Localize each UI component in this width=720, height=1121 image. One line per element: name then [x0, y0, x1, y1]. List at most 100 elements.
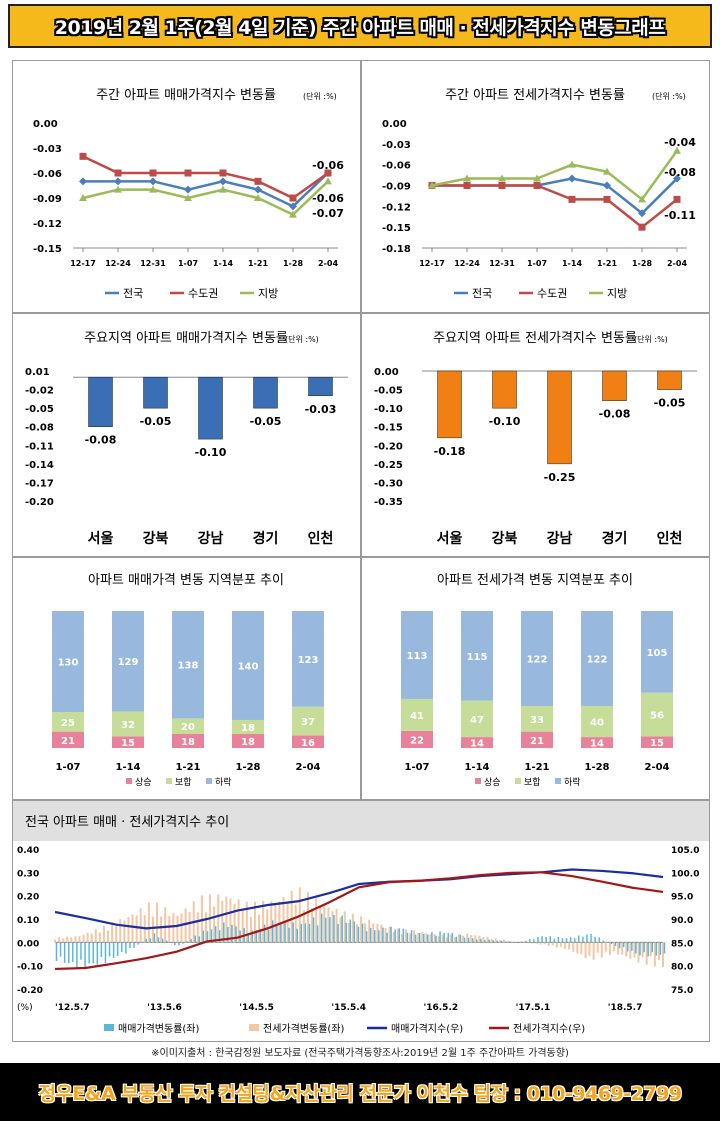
data-point — [463, 182, 471, 189]
chart-title: 전국 아파트 매매 · 전세가격지수 추이 — [25, 815, 229, 830]
legend-label: 지방 — [607, 287, 627, 300]
series-line-1 — [82, 155, 329, 200]
data-point — [638, 195, 646, 203]
data-point — [568, 195, 576, 203]
y-tick-label: -0.15 — [33, 244, 62, 255]
segment-label: 41 — [410, 711, 424, 722]
chart-title: 주간 아파트 매매가격지수 변동률 — [96, 88, 276, 103]
y-tick-label: -0.02 — [25, 386, 54, 397]
y-tick-label: -0.35 — [374, 497, 403, 508]
legend-label: 전세가격변동률(좌) — [263, 1022, 345, 1035]
y-tick-label: -0.03 — [33, 144, 62, 155]
segment-label: 47 — [470, 715, 484, 726]
segment-label: 21 — [61, 736, 75, 747]
y-right-tick-label: 85.0 — [671, 939, 693, 949]
title-banner: 2019년 2월 1주(2월 4일 기준) 주간 아파트 매매 · 전세가격지수… — [0, 0, 720, 52]
category-label: 강북 — [492, 530, 518, 547]
x-tick-label: 1-21 — [248, 259, 268, 268]
stack-segment — [232, 733, 264, 748]
stack-segment — [401, 698, 433, 731]
y-right-tick-label: 95.0 — [671, 893, 693, 903]
segment-label: 140 — [238, 661, 259, 672]
segment-label: 14 — [470, 739, 484, 750]
x-tick-label: 1-21 — [597, 259, 617, 268]
weekly-sale-chart: 주간 아파트 매매가격지수 변동률 (단위 :%) 0.00 -0.03 -0.06 -0… — [12, 60, 361, 313]
y-tick-label: -0.03 — [382, 140, 411, 151]
data-point — [184, 194, 192, 201]
y-tick-label: -0.30 — [374, 478, 403, 489]
legend-label: 전국 — [472, 287, 492, 300]
x-tick-label: 12-17 — [70, 259, 96, 268]
data-point — [79, 194, 87, 201]
data-point — [463, 174, 471, 182]
x-tick-label: '14.5.5 — [239, 1003, 274, 1013]
y-tick-label: -0.09 — [382, 182, 411, 193]
data-point — [673, 146, 681, 154]
data-point — [498, 174, 506, 182]
bar-value-label: -0.03 — [305, 403, 337, 416]
bar-value-label: -0.05 — [250, 415, 282, 428]
series-line-2 — [82, 180, 329, 217]
segment-label: 122 — [587, 654, 608, 665]
bar — [437, 370, 462, 439]
stack-segment — [112, 711, 144, 737]
segment-label: 18 — [241, 737, 255, 748]
y-right-tick-label: 90.0 — [671, 916, 693, 926]
segment-label: 15 — [121, 738, 135, 749]
bar — [253, 376, 278, 409]
series-line-2 — [431, 150, 679, 202]
category-label: 1-21 — [175, 762, 200, 773]
data-point — [114, 169, 122, 177]
data-point — [114, 185, 122, 193]
legend-label: 전국 — [123, 287, 143, 300]
chart-title: 주요지역 아파트 매매가격지수 변동률 — [84, 331, 288, 346]
x-tick-label: 12-31 — [489, 259, 515, 268]
segment-label: 18 — [241, 723, 255, 734]
legend-label: 매매가격변동률(좌) — [118, 1022, 200, 1035]
stack-segment — [172, 733, 204, 748]
y-tick-label: -0.25 — [374, 460, 403, 471]
category-label: 2-04 — [644, 762, 669, 773]
y-tick-label: 0.00 — [382, 119, 407, 130]
legend-label: 수도권 — [188, 287, 218, 300]
legend-swatch — [104, 1024, 114, 1031]
title-strip — [13, 801, 709, 841]
legend-swatch — [166, 778, 172, 784]
x-tick-label: 2-04 — [667, 259, 687, 268]
x-tick-label: '13.5.6 — [147, 1003, 182, 1013]
segment-label: 37 — [301, 717, 315, 728]
category-label: 경기 — [602, 530, 628, 547]
x-tick-label: 1-28 — [632, 259, 652, 268]
legend-label: 하락 — [215, 776, 232, 788]
y-left-tick-label: -0.10 — [17, 963, 43, 973]
bar-value-label: -0.05 — [654, 397, 686, 410]
bar — [492, 370, 517, 409]
data-point — [79, 152, 87, 160]
data-label: -0.08 — [664, 166, 696, 179]
chart-title: 아파트 전세가격 변동 지역분포 추이 — [437, 573, 633, 588]
y-tick-label: -0.08 — [25, 423, 54, 434]
data-point — [79, 177, 87, 186]
data-point — [219, 169, 227, 177]
y-tick-label: -0.12 — [382, 202, 411, 213]
x-tick-label: '18.5.7 — [608, 1003, 643, 1013]
chart-unit: (단위 :%) — [285, 334, 319, 344]
category-label: 1-28 — [235, 762, 260, 773]
y-tick-label: -0.11 — [25, 441, 54, 452]
y-left-tick-label: 0.00 — [17, 939, 39, 949]
category-label: 1-07 — [55, 762, 80, 773]
bar — [547, 370, 572, 465]
chart-title: 주요지역 아파트 전세가격지수 변동률 — [433, 331, 637, 346]
stack-segment — [461, 611, 493, 701]
y-tick-label: -0.09 — [33, 194, 62, 205]
y-tick-label: 0.00 — [33, 119, 58, 130]
segment-label: 130 — [58, 658, 79, 669]
data-point — [149, 177, 157, 186]
y-tick-label: -0.05 — [374, 386, 403, 397]
legend-label: 하락 — [564, 776, 581, 788]
y-tick-label: -0.15 — [374, 423, 403, 434]
segment-label: 33 — [530, 715, 544, 726]
data-point — [289, 210, 297, 218]
chart-unit: (단위 :%) — [634, 334, 668, 344]
legend-swatch — [555, 778, 561, 784]
